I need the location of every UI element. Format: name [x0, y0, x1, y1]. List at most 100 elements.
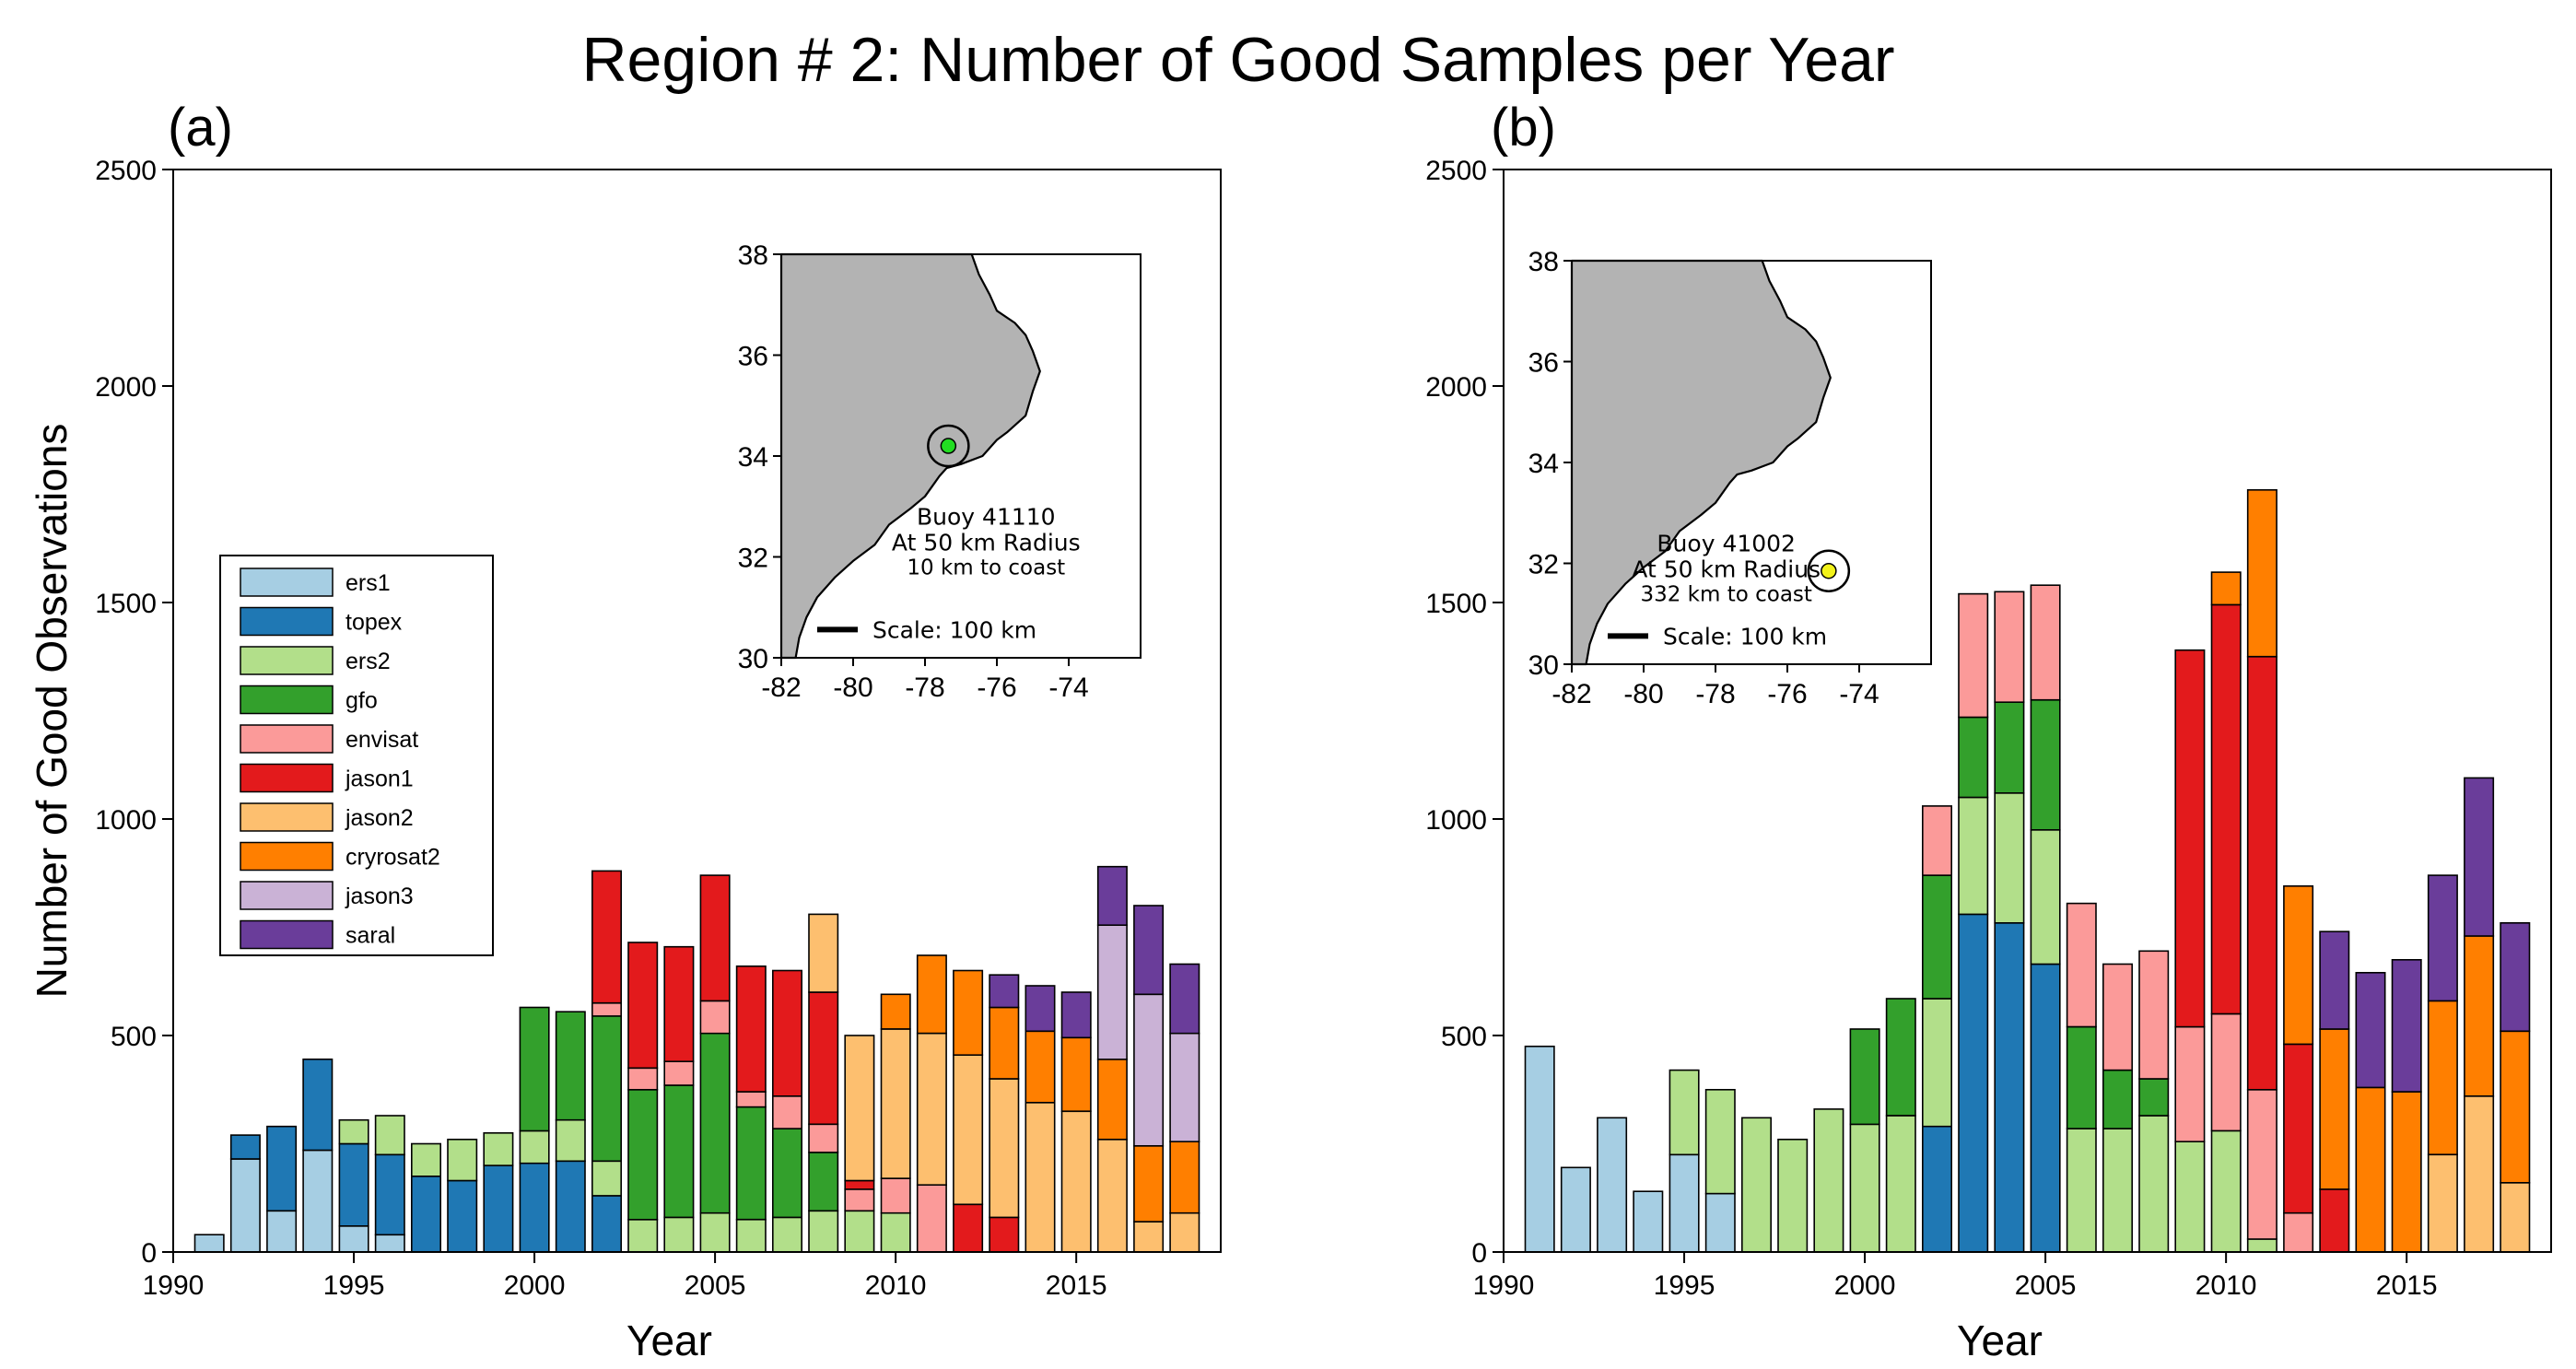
- buoy-marker: [940, 438, 957, 454]
- bar-jason1-2011: [2246, 655, 2277, 1091]
- bar-ers2-2000: [519, 1129, 550, 1164]
- bar-jason2-2018: [1169, 1211, 1200, 1253]
- bar-jason2-2017: [1133, 1221, 1165, 1253]
- bar-ers2-2005: [2030, 828, 2061, 965]
- x-tick-label: 2000: [504, 1270, 566, 1301]
- bar-cryrosat2-2010: [880, 993, 911, 1030]
- bar-cryrosat2-2011: [2246, 488, 2277, 658]
- bar-cryrosat2-2013: [2319, 1028, 2350, 1190]
- bar-jason2-2015: [1060, 1110, 1092, 1253]
- bar-gfo-2008: [2138, 1078, 2170, 1117]
- inset-y-tick-label: 36: [738, 342, 768, 372]
- bar-envisat-2012: [2283, 1211, 2314, 1253]
- bar-topex-2001: [555, 1160, 586, 1253]
- bar-gfo-2005: [2030, 698, 2061, 831]
- bar-cryrosat2-2018: [2500, 1030, 2531, 1184]
- bar-jason2-2012: [953, 1054, 984, 1206]
- panel-a: (a) 0 500 1000 1500 2000 2500 1990 1995 2000 2005 2…: [28, 98, 1222, 1364]
- bar-jason1-2007: [771, 969, 802, 1097]
- bar-ers1-1991: [193, 1234, 225, 1253]
- legend-swatch-jason3: [240, 881, 334, 910]
- bar-jason1-2009: [2174, 649, 2206, 1028]
- bar-gfo-2002: [591, 1015, 622, 1163]
- legend-label-envisat: envisat: [345, 727, 418, 753]
- bar-envisat-2004: [1994, 591, 2025, 703]
- bar-saral-2013: [989, 974, 1020, 1009]
- bar-ers2-2006: [735, 1219, 767, 1253]
- bar-ers2-2004: [1994, 791, 2025, 924]
- inset-y-tick-label: 32: [1528, 550, 1559, 580]
- bar-ers2-2001: [1885, 1115, 1916, 1253]
- x-tick-label: 2015: [1046, 1270, 1107, 1301]
- bar-cryrosat2-2014: [1025, 1030, 1056, 1104]
- bar-gfo-2001: [1885, 998, 1916, 1117]
- inset-y-tick-label: 34: [1528, 449, 1559, 479]
- bar-envisat-2008: [808, 1123, 839, 1153]
- bar-envisat-2003: [627, 1067, 659, 1091]
- legend-label-topex: topex: [345, 610, 403, 636]
- bar-topex-1997: [410, 1176, 441, 1253]
- bar-jason2-2010: [880, 1028, 911, 1179]
- bar-ers2-1996: [1704, 1089, 1736, 1195]
- bar-jason1-2006: [735, 965, 767, 1093]
- bar-ers2-1995: [338, 1118, 369, 1145]
- bar-envisat-2006: [2066, 902, 2097, 1028]
- bar-ers2-2011: [2246, 1238, 2277, 1253]
- y-tick-label: 1000: [1425, 805, 1487, 836]
- bar-gfo-2001: [555, 1011, 586, 1121]
- bar-jason2-2016: [2427, 1153, 2458, 1253]
- bar-jason3-2016: [1096, 924, 1128, 1060]
- buoy-radius-label: At 50 km Radius: [892, 529, 1081, 556]
- bar-ers2-2010: [880, 1211, 911, 1253]
- plot-frame: [172, 169, 1222, 1253]
- bar-ers2-2009: [844, 1210, 875, 1253]
- figure-title: Region # 2: Number of Good Samples per Y…: [581, 25, 1894, 95]
- bar-gfo-2003: [627, 1089, 659, 1221]
- bar-ers2-2003: [1958, 796, 1989, 916]
- bar-envisat-2009: [844, 1188, 875, 1212]
- inset-land: [779, 252, 1041, 660]
- bar-jason1-2012: [953, 1203, 984, 1253]
- bar-saral-2018: [1169, 963, 1200, 1035]
- bar-cryrosat2-2011: [916, 954, 947, 1035]
- bar-envisat-2005: [2030, 584, 2061, 701]
- bar-ers2-2008: [2138, 1115, 2170, 1253]
- bar-jason1-2009: [844, 1179, 875, 1190]
- bar-jason1-2010: [2210, 603, 2242, 1015]
- bar-ers1-1995: [338, 1225, 369, 1253]
- bar-ers2-2000: [1849, 1123, 1880, 1253]
- buoy-radius-circle: [927, 424, 970, 468]
- inset-x-tick-label: -80: [1623, 679, 1663, 709]
- bar-ers2-2005: [699, 1211, 731, 1253]
- bar-jason2-2014: [1025, 1102, 1056, 1253]
- inset-x-tick-label: -74: [1839, 679, 1879, 709]
- y-tick-label: 0: [141, 1238, 157, 1269]
- bar-ers2-2006: [2066, 1128, 2097, 1253]
- bar-envisat-2011: [2246, 1089, 2277, 1240]
- inset-y-tick-label: 36: [1528, 348, 1559, 379]
- bar-gfo-2006: [2066, 1025, 2097, 1129]
- bar-saral-2017: [1133, 905, 1165, 996]
- y-tick-label: 1000: [95, 805, 157, 836]
- bar-ers2-1999: [483, 1132, 514, 1166]
- bar-topex-2002: [591, 1195, 622, 1253]
- bar-gfo-2008: [808, 1152, 839, 1212]
- bar-ers2-2001: [555, 1118, 586, 1163]
- bar-jason2-2011: [916, 1032, 947, 1186]
- y-tick-label: 2500: [95, 156, 157, 186]
- bar-envisat-2010: [2210, 1012, 2242, 1132]
- bar-saral-2016: [2427, 874, 2458, 1002]
- inset-x-tick-label: -76: [1767, 679, 1807, 709]
- inset-x-tick-label: -78: [905, 673, 944, 703]
- legend-label-cryrosat2: cryrosat2: [345, 845, 440, 871]
- bar-cryrosat2-2010: [2210, 571, 2242, 606]
- inset-x-tick-label: -76: [977, 673, 1016, 703]
- x-axis-label: Year: [1957, 1316, 2043, 1364]
- legend-swatch-jason1: [240, 763, 334, 793]
- bar-saral-2015: [1060, 991, 1092, 1039]
- bar-ers2-1998: [447, 1139, 478, 1182]
- bar-ers1-1996: [374, 1234, 405, 1253]
- bar-envisat-2006: [735, 1091, 767, 1108]
- bar-ers2-1997: [410, 1142, 441, 1177]
